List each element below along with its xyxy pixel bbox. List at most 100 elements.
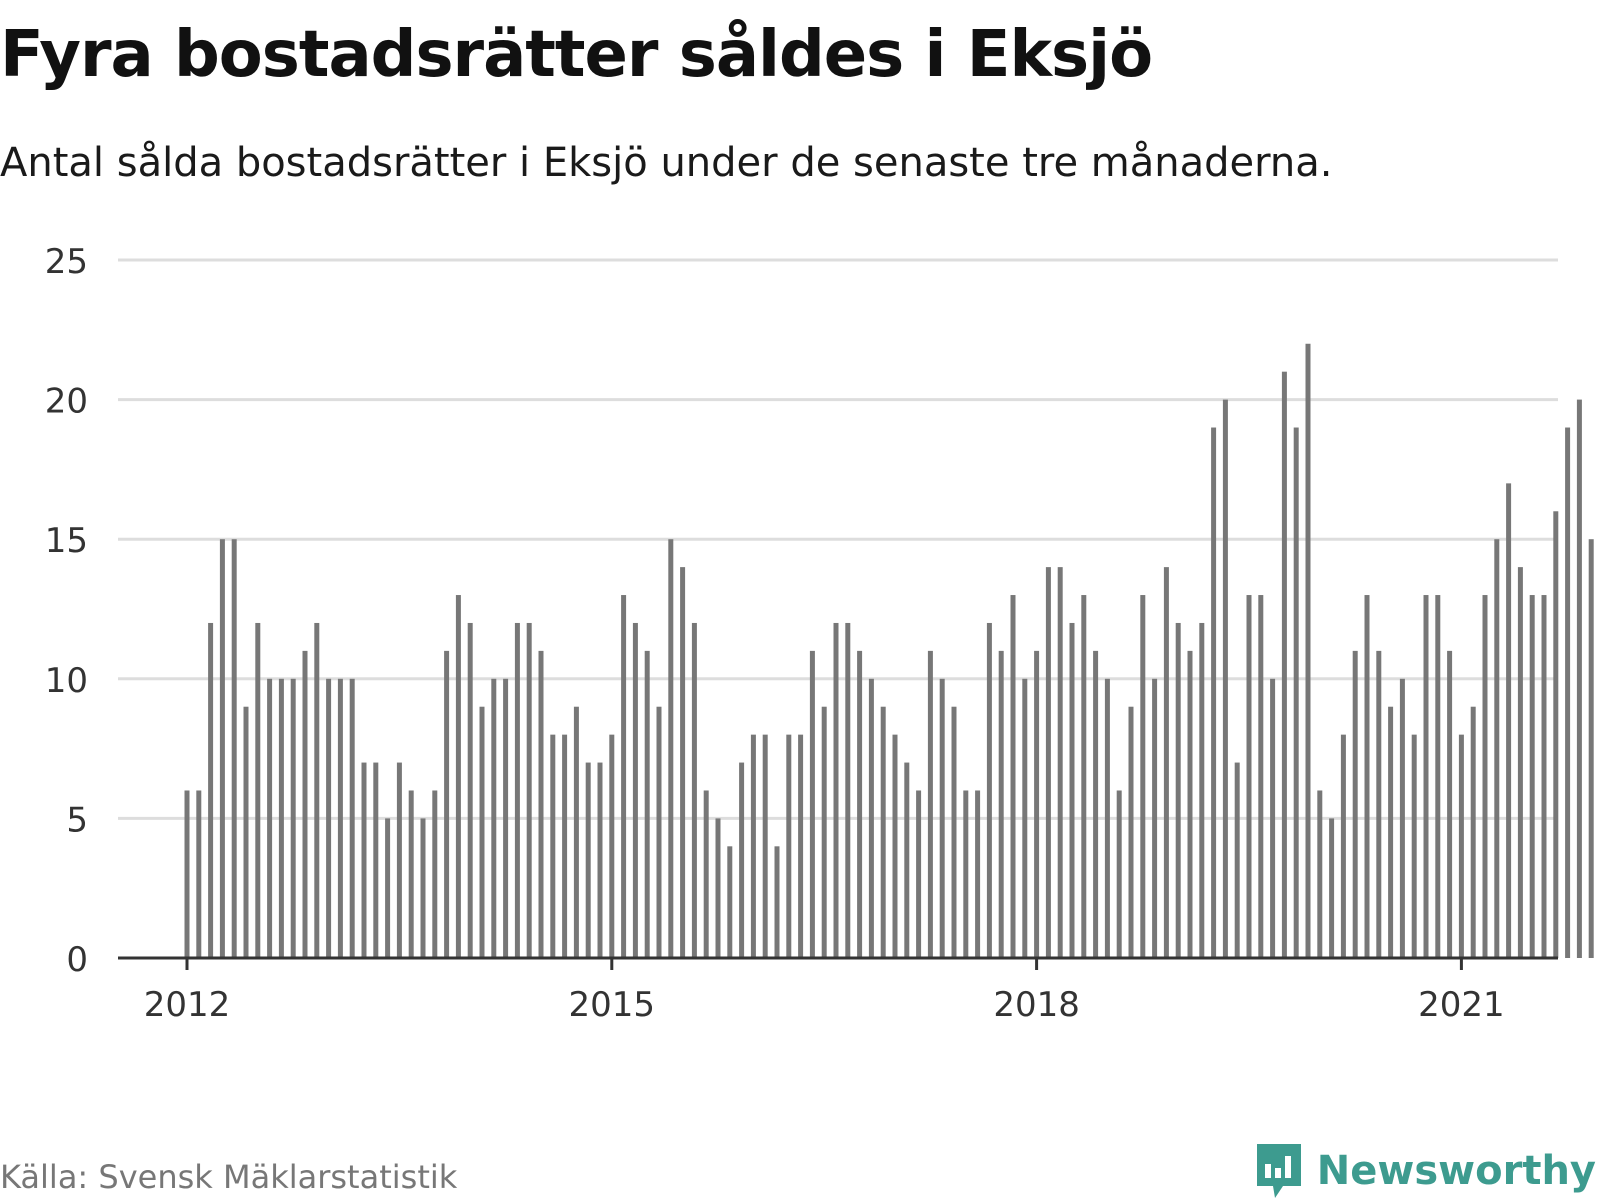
bar — [290, 678, 296, 958]
bar — [1576, 399, 1582, 959]
bar — [1494, 539, 1500, 958]
bar — [479, 706, 485, 958]
bar — [467, 622, 473, 958]
bar — [1057, 567, 1063, 958]
bar — [1529, 595, 1535, 958]
brand-name: Newsworthy — [1316, 1148, 1596, 1194]
bar — [1388, 706, 1394, 958]
bar — [1553, 511, 1559, 958]
bar — [432, 790, 438, 958]
bar — [196, 790, 202, 958]
bar — [798, 734, 804, 958]
bar — [385, 818, 391, 958]
y-tick-label: 15 — [45, 521, 88, 561]
x-tick-label: 2015 — [569, 985, 656, 1025]
bar — [219, 539, 225, 958]
bar — [1435, 595, 1441, 958]
bar — [1081, 595, 1087, 958]
bar — [609, 734, 615, 958]
bar — [916, 790, 922, 958]
bar — [562, 734, 568, 958]
bar — [597, 762, 603, 958]
bar — [314, 622, 320, 958]
bar — [1211, 427, 1217, 958]
bar — [727, 846, 733, 958]
bar — [1399, 678, 1405, 958]
bar — [243, 706, 249, 958]
bar — [1045, 567, 1051, 958]
bar — [809, 650, 815, 958]
bar — [892, 734, 898, 958]
bar — [1270, 678, 1276, 958]
bar — [1140, 595, 1146, 958]
bar — [255, 622, 261, 958]
bar — [963, 790, 969, 958]
bar — [349, 678, 355, 958]
y-tick-label: 20 — [45, 382, 88, 422]
bar — [868, 678, 874, 958]
bar — [503, 678, 509, 958]
bar — [1423, 595, 1429, 958]
bar — [668, 539, 674, 958]
bar — [267, 678, 273, 958]
y-axis: 0 5 10 15 20 25 — [45, 242, 88, 980]
bar — [337, 678, 343, 958]
bar — [550, 734, 556, 958]
bar — [1340, 734, 1346, 958]
bar — [644, 650, 650, 958]
bar — [538, 650, 544, 958]
bar — [1152, 678, 1158, 958]
bar — [444, 650, 450, 958]
bar — [762, 734, 768, 958]
bar — [1104, 678, 1110, 958]
brand: Newsworthy — [1255, 1142, 1596, 1200]
bar — [880, 706, 886, 958]
bar — [1246, 595, 1252, 958]
x-tick-label: 2018 — [993, 985, 1080, 1025]
bar — [1506, 483, 1512, 958]
chart-subtitle: Antal sålda bostadsrätter i Eksjö under … — [0, 140, 1333, 186]
bar — [1175, 622, 1181, 958]
bar — [750, 734, 756, 958]
bar — [998, 650, 1004, 958]
bar — [231, 539, 237, 958]
bar — [1022, 678, 1028, 958]
bar — [691, 622, 697, 958]
bar — [326, 678, 332, 958]
newsworthy-logo-icon — [1256, 1144, 1301, 1198]
bar — [526, 622, 532, 958]
y-tick-label: 10 — [45, 661, 88, 701]
bar — [656, 706, 662, 958]
y-tick-label: 0 — [66, 940, 88, 980]
bar — [833, 622, 839, 958]
bar — [1458, 734, 1464, 958]
bar — [904, 762, 910, 958]
bar — [278, 678, 284, 958]
bar — [420, 818, 426, 958]
bar — [396, 762, 402, 958]
chart-title: Fyra bostadsrätter såldes i Eksjö — [0, 18, 1153, 92]
bar — [1329, 818, 1335, 958]
x-tick-label: 2021 — [1418, 985, 1505, 1025]
bar — [939, 678, 945, 958]
bar — [1163, 567, 1169, 958]
bar — [1517, 567, 1523, 958]
bar — [1187, 650, 1193, 958]
bar — [986, 622, 992, 958]
bar — [1364, 595, 1370, 958]
bar — [1199, 622, 1205, 958]
bars — [184, 343, 1594, 959]
bar — [1482, 595, 1488, 958]
bar — [621, 595, 627, 958]
bar — [927, 650, 933, 958]
source-note: Källa: Svensk Mäklarstatistik — [0, 1158, 458, 1196]
bar — [680, 567, 686, 958]
bar — [1128, 706, 1134, 958]
bar — [786, 734, 792, 958]
y-tick-label: 25 — [45, 242, 88, 282]
bar — [845, 622, 851, 958]
bar — [408, 790, 414, 958]
bar — [373, 762, 379, 958]
bar — [573, 706, 579, 958]
